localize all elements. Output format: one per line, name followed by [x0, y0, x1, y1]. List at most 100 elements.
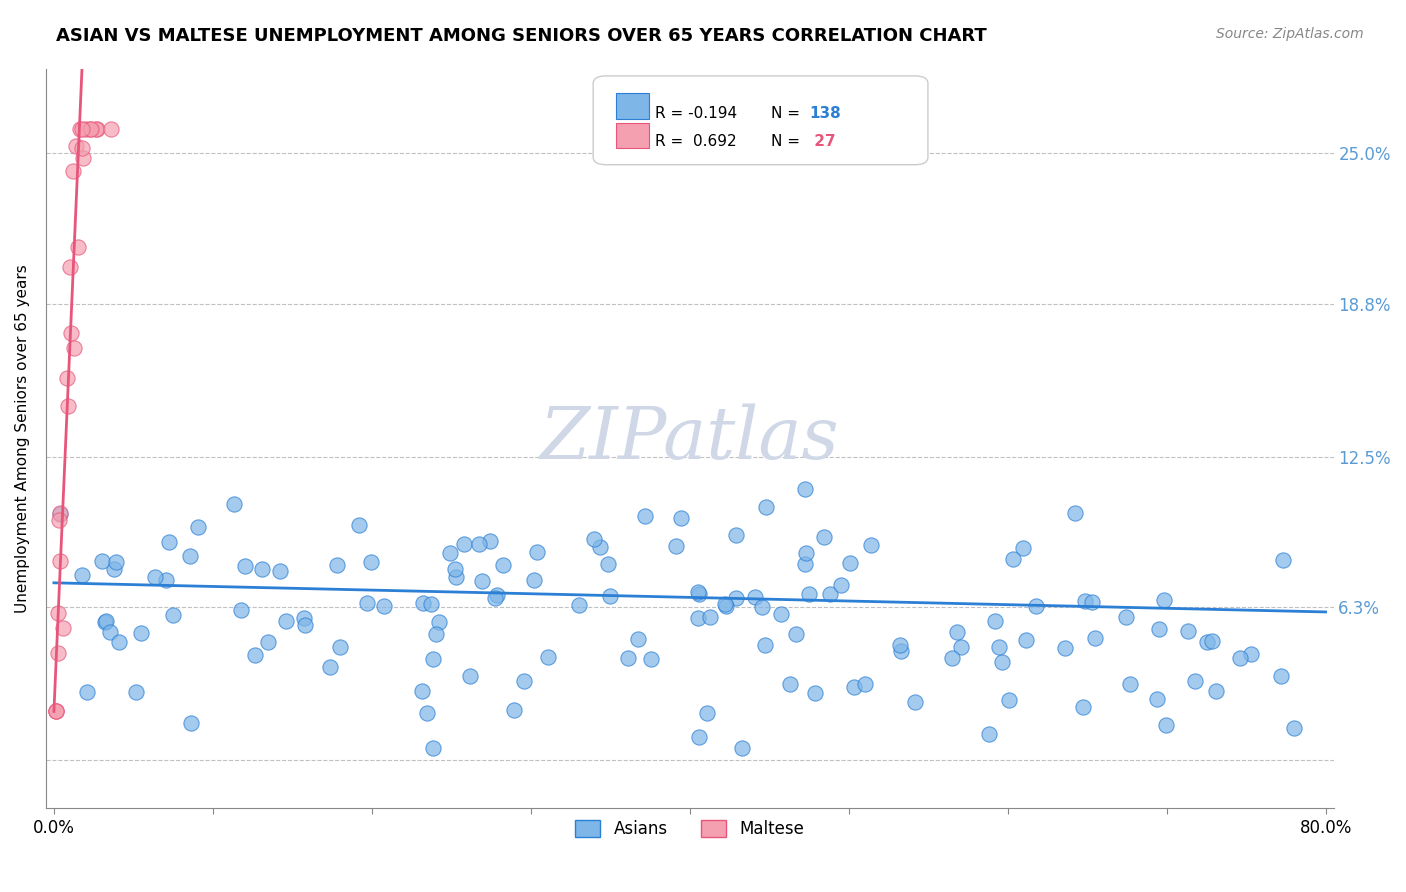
Point: [415, 706, 437, 720]
Point: [853, 676, 876, 690]
Point: [108, 635, 131, 649]
Point: [80, 122, 103, 136]
Point: [420, 597, 443, 611]
Point: [422, 740, 444, 755]
Point: [45, 705, 67, 719]
Point: [98, 624, 121, 639]
Point: [669, 511, 692, 525]
Point: [1054, 640, 1077, 655]
Point: [427, 615, 450, 630]
Point: [70, 122, 93, 136]
Point: [143, 570, 166, 584]
Point: [1025, 599, 1047, 613]
Point: [347, 518, 370, 533]
Point: [471, 574, 494, 588]
Point: [444, 570, 467, 584]
Point: [1240, 647, 1263, 661]
Point: [252, 562, 274, 576]
Point: [583, 533, 606, 547]
Point: [949, 640, 972, 654]
Point: [714, 599, 737, 613]
Point: [589, 540, 612, 554]
Point: [70, 568, 93, 582]
Text: 138: 138: [810, 105, 841, 120]
Point: [731, 740, 754, 755]
Point: [889, 638, 911, 652]
Point: [599, 589, 621, 603]
Point: [229, 603, 252, 617]
Point: [49, 506, 72, 520]
Point: [269, 564, 291, 578]
Point: [79, 122, 101, 136]
Point: [794, 546, 817, 560]
Point: [100, 122, 122, 136]
Point: [49, 507, 72, 521]
Point: [1205, 683, 1227, 698]
Point: [458, 669, 481, 683]
Point: [665, 539, 688, 553]
Point: [991, 656, 1014, 670]
Point: [686, 611, 709, 625]
Point: [945, 624, 967, 639]
Y-axis label: Unemployment Among Seniors over 65 years: Unemployment Among Seniors over 65 years: [15, 264, 30, 613]
Point: [979, 726, 1001, 740]
Point: [754, 638, 776, 652]
Point: [688, 731, 710, 745]
Point: [904, 695, 927, 709]
Point: [319, 659, 342, 673]
Point: [686, 585, 709, 599]
Point: [233, 558, 256, 573]
Point: [1146, 692, 1168, 706]
Point: [1156, 718, 1178, 732]
Point: [59, 260, 82, 274]
Point: [1015, 632, 1038, 647]
Point: [688, 587, 710, 601]
Point: [276, 615, 298, 629]
Point: [425, 627, 447, 641]
Point: [65, 139, 87, 153]
Point: [1153, 593, 1175, 607]
Text: ASIAN VS MALTESE UNEMPLOYMENT AMONG SENIORS OVER 65 YEARS CORRELATION CHART: ASIAN VS MALTESE UNEMPLOYMENT AMONG SENI…: [56, 27, 987, 45]
Point: [422, 652, 444, 666]
Point: [91, 554, 114, 568]
Point: [373, 599, 395, 613]
Point: [988, 640, 1011, 654]
Point: [157, 535, 180, 549]
Point: [1115, 609, 1137, 624]
Point: [839, 557, 862, 571]
Point: [187, 519, 209, 533]
Point: [62, 164, 84, 178]
Point: [48, 554, 70, 568]
Point: [105, 555, 128, 569]
Point: [699, 609, 721, 624]
Point: [129, 626, 152, 640]
Point: [468, 537, 491, 551]
FancyBboxPatch shape: [593, 76, 928, 165]
Point: [1084, 631, 1107, 645]
Point: [523, 573, 546, 587]
Point: [830, 578, 852, 592]
Point: [998, 693, 1021, 707]
Point: [860, 538, 883, 552]
Point: [1282, 722, 1305, 736]
Point: [794, 557, 817, 571]
Point: [751, 599, 773, 614]
Point: [696, 706, 718, 720]
Point: [59, 326, 82, 340]
Text: 27: 27: [810, 134, 837, 149]
Point: [443, 561, 465, 575]
Point: [76, 685, 98, 699]
Point: [155, 573, 177, 587]
Point: [1071, 699, 1094, 714]
Point: [1147, 622, 1170, 636]
Text: R =  0.692: R = 0.692: [655, 134, 737, 149]
Point: [44, 705, 66, 719]
Point: [439, 546, 461, 560]
Point: [744, 591, 766, 605]
Point: [360, 555, 382, 569]
Point: [69, 122, 91, 136]
Point: [412, 596, 434, 610]
Point: [180, 715, 202, 730]
Point: [724, 528, 747, 542]
Bar: [616, 122, 648, 148]
